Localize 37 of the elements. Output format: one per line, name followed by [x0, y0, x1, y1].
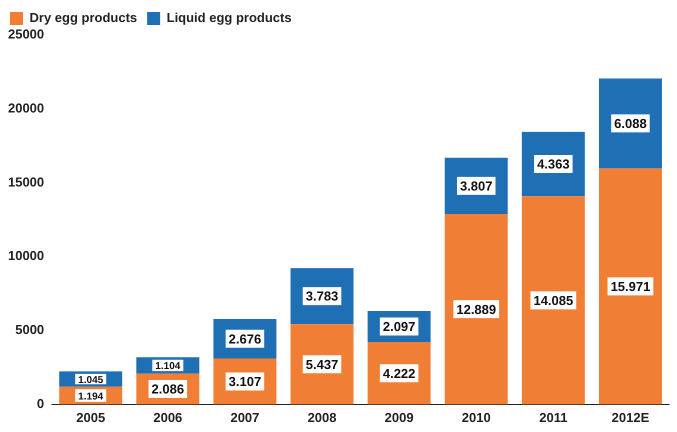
data-label: 2.676	[228, 331, 262, 346]
x-tick-label: 2011	[539, 410, 568, 425]
bar	[522, 196, 585, 404]
data-label: 14.085	[533, 292, 574, 308]
data-label: 1.104	[155, 361, 181, 372]
y-tick-label: 20000	[8, 100, 44, 116]
data-label: 12.889	[456, 302, 496, 317]
data-label: 1.194	[78, 391, 104, 402]
y-tick-label: 15000	[8, 174, 44, 190]
data-label: 3.107	[228, 374, 262, 390]
x-tick-label: 2008	[308, 410, 336, 425]
data-label: 6.088	[614, 116, 647, 132]
legend-label: Dry egg products	[30, 10, 138, 26]
x-tick-label: 2007	[230, 410, 260, 425]
bar	[290, 324, 354, 404]
data-label: 5.437	[306, 356, 338, 372]
bar	[444, 214, 508, 404]
x-tick-label: 2009	[384, 410, 414, 425]
y-tick-label: 25000	[8, 26, 44, 42]
data-label: 2.086	[152, 382, 184, 397]
data-label: 2.097	[382, 319, 416, 334]
data-label: 15.971	[610, 278, 650, 294]
y-tick-label: 5000	[15, 322, 44, 338]
x-tick-label: 2005	[76, 410, 106, 425]
data-label: 4.363	[537, 156, 570, 172]
x-tick-label: 2006	[153, 410, 182, 425]
data-label: 1.045	[78, 374, 104, 386]
x-tick-label: 2012E	[612, 410, 650, 425]
x-tick-label: 2010	[462, 410, 491, 425]
y-tick-label: 0	[36, 396, 44, 411]
bar	[598, 168, 662, 404]
y-tick-label: 10000	[8, 248, 44, 264]
data-label: 3.783	[306, 288, 338, 304]
data-label: 3.807	[460, 178, 493, 194]
data-label: 4.222	[382, 366, 416, 381]
bar	[598, 78, 662, 168]
legend-label: Liquid egg products	[166, 10, 292, 26]
